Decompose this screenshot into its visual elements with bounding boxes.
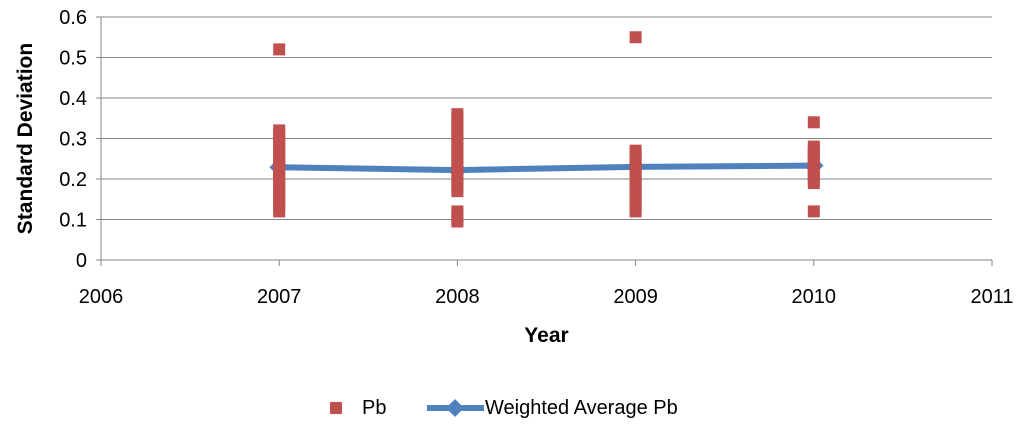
point-pb <box>451 185 464 198</box>
y-tick-label: 0.1 <box>59 210 87 232</box>
series-weighted-average-pb <box>269 155 824 180</box>
x-tick-label: 2006 <box>79 286 124 308</box>
point-pb <box>451 215 464 228</box>
point-pb <box>807 116 820 129</box>
y-tick-label: 0.4 <box>59 88 87 110</box>
x-tick-label: 2011 <box>970 286 1013 308</box>
axes <box>96 16 993 266</box>
x-tick-label: 2009 <box>613 286 658 308</box>
legend-label-weighted-average-pb: Weighted Average Pb <box>485 397 678 419</box>
point-pb <box>273 43 286 56</box>
y-tick-label: 0.5 <box>59 48 87 70</box>
y-tick-label: 0.3 <box>59 129 87 151</box>
point-pb <box>273 205 286 218</box>
y-tick-labels: 0 0.1 0.2 0.3 0.4 0.5 0.6 <box>59 7 87 272</box>
y-tick-label: 0 <box>76 250 87 272</box>
x-tick-labels: 2006 2007 2008 2009 2010 2011 <box>79 286 1014 308</box>
y-axis-title: Standard Deviation <box>14 43 37 234</box>
x-tick-label: 2008 <box>435 286 480 308</box>
point-pb <box>807 177 820 190</box>
series-pb <box>273 31 820 228</box>
gridlines <box>101 16 992 220</box>
legend-label-pb: Pb <box>362 397 386 419</box>
legend-marker-weighted-average-pb <box>446 399 464 417</box>
y-tick-label: 0.6 <box>59 7 87 29</box>
x-tick-label: 2010 <box>792 286 837 308</box>
x-tick-label: 2007 <box>257 286 302 308</box>
x-axis-title: Year <box>524 324 568 347</box>
point-pb <box>629 205 642 218</box>
y-tick-label: 0.2 <box>59 169 87 191</box>
legend-marker-pb <box>330 402 342 414</box>
point-pb <box>629 31 642 44</box>
line-weighted-average-pb <box>279 162 814 174</box>
point-pb <box>807 205 820 218</box>
legend: Pb Weighted Average Pb <box>330 397 678 419</box>
